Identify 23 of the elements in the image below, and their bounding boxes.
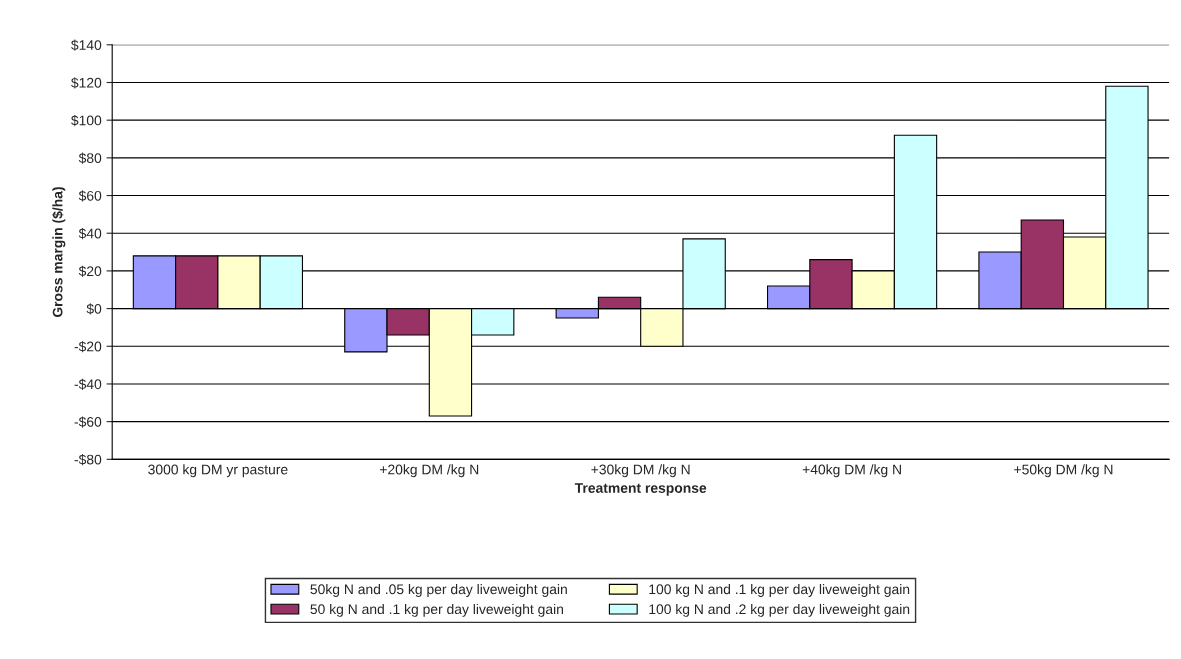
y-tick-label: -$20 xyxy=(74,341,102,353)
x-tick-label: +40kg DM /kg N xyxy=(802,464,901,478)
y-tick-label: $100 xyxy=(71,114,102,127)
y-tick-label: $120 xyxy=(71,77,102,89)
y-tick-label: $20 xyxy=(78,265,102,277)
y-axis-title: Gross margin ($/ha) xyxy=(52,187,66,318)
x-axis-title: Treatment response xyxy=(574,483,707,496)
legend-label: 100 kg N and .2 kg per day liveweight gain xyxy=(649,603,910,617)
x-tick-label: +50kg DM /kg N xyxy=(1014,464,1113,478)
x-tick-label: 3000 kg DM yr pasture xyxy=(148,464,288,478)
x-tick-label: +20kg DM /kg N xyxy=(379,464,479,478)
y-tick-label: -$40 xyxy=(74,378,102,390)
y-tick-label: $80 xyxy=(78,152,102,164)
y-tick-label: -$80 xyxy=(74,454,102,466)
legend-label: 100 kg N and .1 kg per day liveweight gain xyxy=(649,584,910,597)
y-tick-label: $40 xyxy=(78,227,102,240)
y-tick-label: $140 xyxy=(71,39,102,51)
legend-label: 50kg N and .05 kg per day liveweight gain xyxy=(310,584,567,597)
y-tick-label: $0 xyxy=(86,303,102,315)
y-tick-label: $60 xyxy=(78,190,102,202)
x-tick-label: +30kg DM /kg N xyxy=(591,464,690,478)
legend-label: 50 kg N and .1 kg per day liveweight gain xyxy=(310,603,563,617)
y-tick-label: -$60 xyxy=(74,416,102,428)
